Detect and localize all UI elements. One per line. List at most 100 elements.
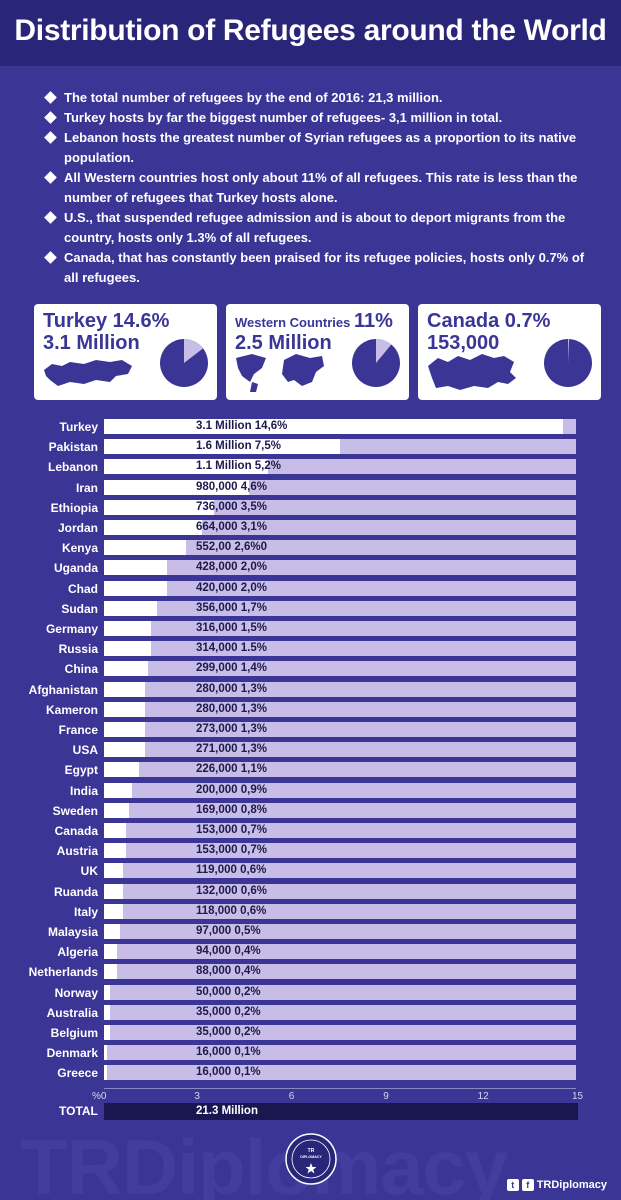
category-label: Sweden bbox=[52, 803, 98, 818]
bar-track bbox=[104, 560, 576, 576]
bullet-text: Lebanon hosts the greatest number of Syr… bbox=[64, 130, 577, 165]
bar bbox=[104, 499, 215, 515]
category-label: India bbox=[69, 783, 98, 798]
facebook-icon[interactable]: f bbox=[521, 1179, 534, 1191]
bar bbox=[104, 459, 268, 475]
data-label: 280,000 1,3% bbox=[196, 682, 267, 695]
category-label: Italy bbox=[73, 904, 98, 919]
card-subline: 2.5 Million bbox=[235, 332, 332, 354]
bar-track bbox=[104, 823, 576, 838]
bar bbox=[104, 722, 145, 737]
bar bbox=[104, 560, 167, 576]
bar bbox=[104, 621, 152, 636]
bullet-text: Turkey hosts by far the biggest number o… bbox=[64, 110, 503, 125]
turkey-map-icon bbox=[44, 360, 132, 386]
canada-card: Canada 0.7% 153,000 bbox=[418, 304, 601, 400]
category-label: Greece bbox=[57, 1066, 98, 1081]
bar bbox=[104, 1025, 111, 1040]
x-tick-label: 12 bbox=[477, 1090, 489, 1102]
pie-slice bbox=[376, 339, 392, 363]
bullet-text: The total number of refugees by the end … bbox=[64, 90, 443, 105]
bar-track bbox=[104, 580, 576, 596]
data-label: 299,000 1,4% bbox=[196, 662, 267, 675]
bar-track bbox=[104, 499, 576, 515]
data-label: 35,000 0,2% bbox=[196, 1005, 261, 1018]
bar bbox=[104, 984, 111, 1000]
category-label: Norway bbox=[54, 985, 98, 1000]
category-label: Afghanistan bbox=[28, 682, 98, 697]
bar-track bbox=[104, 843, 576, 859]
bar-track bbox=[104, 641, 576, 657]
bar bbox=[104, 1065, 108, 1081]
category-label: Lebanon bbox=[48, 460, 98, 475]
svg-text:DIPLOMACY: DIPLOMACY bbox=[300, 1155, 322, 1159]
category-label: Uganda bbox=[53, 561, 98, 576]
category-label: Egypt bbox=[64, 763, 98, 778]
category-label: Sudan bbox=[61, 601, 98, 616]
bar bbox=[104, 802, 130, 818]
data-label: 169,000 0,8% bbox=[196, 803, 267, 816]
category-label: China bbox=[64, 662, 98, 677]
data-label: 97,000 0,5% bbox=[196, 925, 261, 937]
x-tick-label: %0 bbox=[92, 1090, 107, 1102]
bar bbox=[104, 782, 133, 798]
bar bbox=[104, 520, 202, 535]
bar bbox=[104, 762, 139, 778]
bar bbox=[104, 479, 249, 495]
diamond-bullet-icon bbox=[44, 171, 57, 184]
data-label: 280,000 1,3% bbox=[196, 702, 267, 715]
card-headline: Turkey 14.6% bbox=[43, 310, 170, 332]
data-label: 420,000 2,0% bbox=[196, 581, 267, 594]
bar bbox=[104, 944, 117, 960]
data-label: 50,000 0,2% bbox=[196, 985, 261, 998]
bar bbox=[104, 600, 158, 616]
category-label: Chad bbox=[68, 581, 98, 596]
category-label: Denmark bbox=[46, 1046, 98, 1061]
tr-diplomacy-seal-icon: TR DIPLOMACY bbox=[285, 1133, 337, 1185]
bar bbox=[104, 924, 120, 939]
bar-track bbox=[104, 883, 576, 899]
refugee-bar-chart: Turkey 3.1 Million 14,6% Pakistan 1.6 Milli… bbox=[0, 412, 621, 1112]
category-label: Russia bbox=[58, 642, 98, 657]
bar-track bbox=[104, 701, 576, 717]
bullet-text: Canada, that has constantly been praised… bbox=[64, 250, 585, 285]
category-label: Germany bbox=[45, 622, 98, 636]
bar bbox=[104, 580, 167, 596]
western-card: Western Countries 11% 2.5 Million bbox=[226, 304, 409, 400]
bar-track bbox=[104, 782, 576, 798]
diamond-bullet-icon bbox=[44, 251, 57, 264]
bar-track bbox=[104, 762, 576, 778]
turkey-pie bbox=[160, 339, 208, 387]
bar-track bbox=[104, 681, 576, 697]
title-bar bbox=[0, 0, 621, 66]
data-label: 16,000 0,1% bbox=[196, 1046, 261, 1059]
data-label: 132,000 0,6% bbox=[196, 884, 267, 897]
data-label: 200,000 0,9% bbox=[196, 783, 267, 796]
category-label: Kameron bbox=[45, 702, 98, 717]
world-map-icon bbox=[236, 354, 324, 392]
category-label: Turkey bbox=[59, 420, 98, 434]
data-label: 3.1 Million 14,6% bbox=[196, 420, 288, 432]
category-label: Pakistan bbox=[48, 440, 98, 455]
card-headline: Western Countries 11% bbox=[235, 310, 393, 332]
card-subline: 3.1 Million bbox=[43, 332, 140, 354]
data-label: 94,000 0,4% bbox=[196, 945, 261, 958]
bullet-text: All Western countries host only about 11… bbox=[64, 170, 578, 205]
bar bbox=[104, 641, 152, 657]
data-label: 316,000 1,5% bbox=[196, 622, 267, 634]
bar-track bbox=[104, 944, 576, 960]
canada-pie bbox=[544, 339, 592, 387]
bar bbox=[104, 439, 340, 455]
bar-track bbox=[104, 964, 576, 980]
data-label: 736,000 3,5% bbox=[196, 500, 267, 513]
data-label: 271,000 1,3% bbox=[196, 743, 267, 756]
data-label: 552,00 2,6%0 bbox=[196, 541, 267, 554]
category-label: Algeria bbox=[57, 945, 98, 960]
category-label: Canada bbox=[54, 824, 98, 838]
diamond-bullet-icon bbox=[44, 111, 57, 124]
card-subline: 153,000 bbox=[427, 332, 500, 354]
twitter-icon[interactable]: t bbox=[506, 1179, 519, 1191]
category-label: Iran bbox=[75, 480, 98, 495]
total-value: 21.3 Million bbox=[196, 1105, 258, 1117]
pie-slice bbox=[568, 339, 570, 363]
